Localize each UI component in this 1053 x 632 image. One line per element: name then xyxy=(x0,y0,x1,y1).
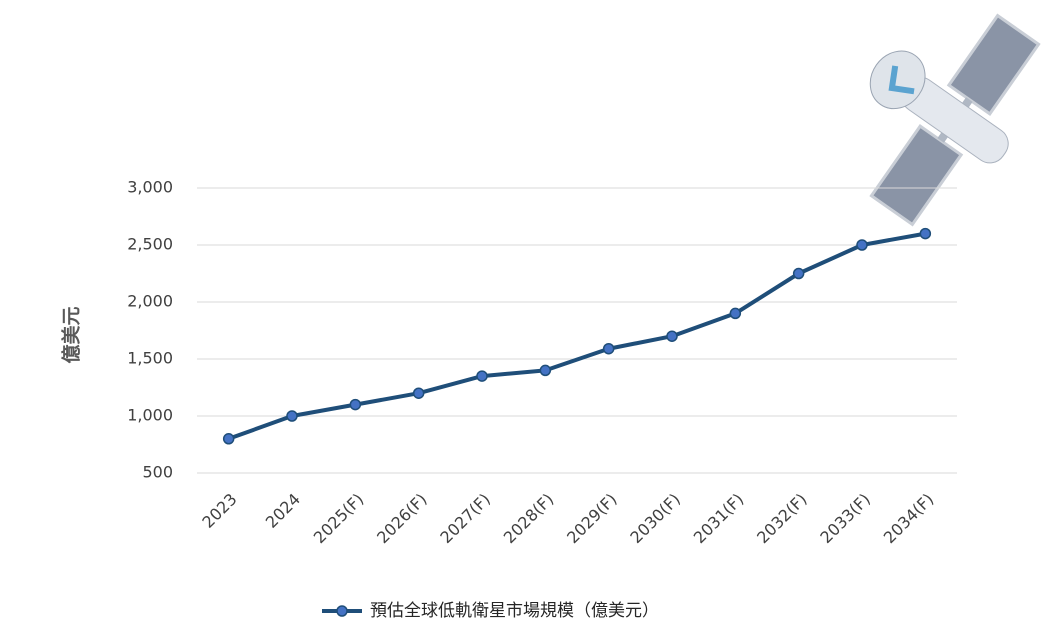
x-tick-label: 2033(F) xyxy=(816,490,874,548)
x-tick-label: 2024 xyxy=(262,490,304,532)
x-tick-label: 2023 xyxy=(198,490,240,532)
legend-label: 預估全球低軌衛星市場規模（億美元） xyxy=(370,601,659,621)
x-tick-label: 2034(F) xyxy=(880,490,938,548)
solar-panel xyxy=(946,13,1041,116)
x-tick-label: 2029(F) xyxy=(563,490,621,548)
legend: 預估全球低軌衛星市場規模（億美元） xyxy=(322,601,659,621)
y-tick-label: 1,500 xyxy=(127,349,173,368)
x-tick-label: 2032(F) xyxy=(753,490,811,548)
data-point xyxy=(919,227,932,240)
data-point xyxy=(792,267,805,280)
y-tick-label: 500 xyxy=(142,463,173,482)
data-point xyxy=(856,239,868,251)
y-tick-label: 2,000 xyxy=(127,292,173,311)
data-point xyxy=(349,398,362,411)
x-tick-label: 2031(F) xyxy=(690,490,748,548)
x-tick-label: 2028(F) xyxy=(500,490,558,548)
dish-arrow xyxy=(888,65,915,95)
y-tick-label: 3,000 xyxy=(127,178,173,197)
satellite-dish xyxy=(869,50,926,110)
data-point xyxy=(539,364,552,377)
y-tick-label: 1,000 xyxy=(127,406,173,425)
legend-marker xyxy=(336,605,348,617)
data-point xyxy=(412,387,425,399)
x-tick-label: 2026(F) xyxy=(373,490,431,548)
data-point xyxy=(666,330,678,342)
satellite-illustration xyxy=(869,13,1041,227)
data-point xyxy=(222,433,235,445)
x-tick-label: 2030(F) xyxy=(626,490,684,548)
x-tick-label: 2025(F) xyxy=(310,490,368,548)
y-tick-label: 2,500 xyxy=(127,235,173,254)
data-point xyxy=(729,307,742,320)
data-line xyxy=(227,231,926,441)
y-axis-label: 億美元 xyxy=(60,306,83,363)
data-point xyxy=(476,370,488,382)
data-point xyxy=(602,342,615,355)
x-tick-label: 2027(F) xyxy=(436,490,494,548)
solar-panel xyxy=(869,124,964,227)
data-point xyxy=(286,410,298,422)
